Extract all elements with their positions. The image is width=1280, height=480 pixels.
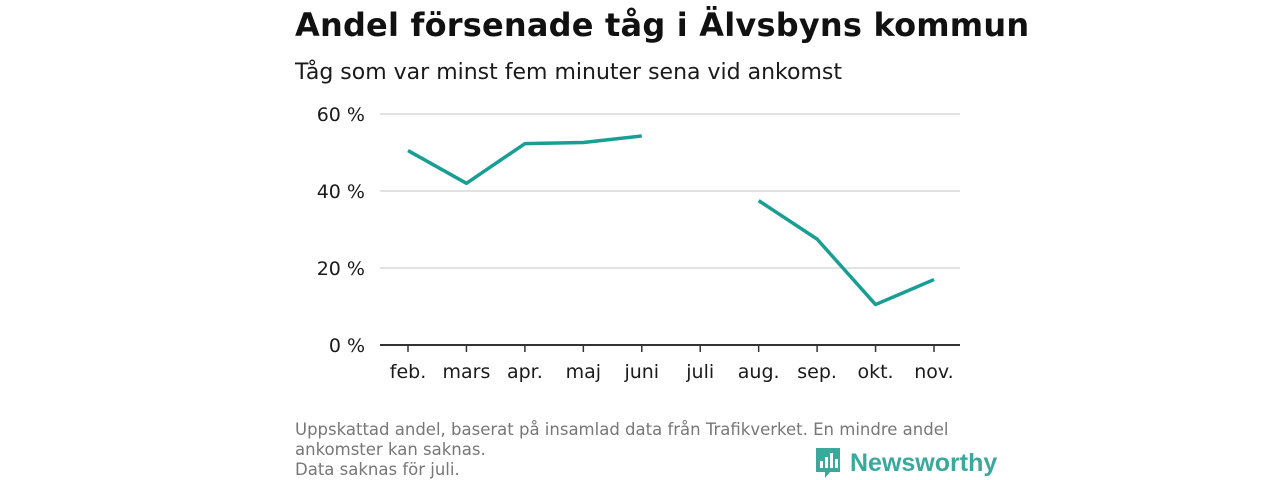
brand-logo: Newsworthy xyxy=(814,446,997,480)
brand-name: Newsworthy xyxy=(850,448,998,477)
gridlines xyxy=(380,113,960,269)
bar-chart-speech-bubble-icon xyxy=(816,448,840,478)
x-axis xyxy=(380,344,960,352)
x-tick-label: sep. xyxy=(797,361,837,383)
footnote-line: ankomster kan saknas. xyxy=(295,440,486,459)
footnote-line: Uppskattad andel, baserat på insamlad da… xyxy=(295,420,949,439)
y-axis-labels: 0 % 20 % 40 % 60 % xyxy=(317,104,365,357)
x-tick-label: mars xyxy=(443,361,491,383)
chart-subtitle: Tåg som var minst fem minuter sena vid a… xyxy=(295,60,842,85)
y-tick-label: 40 % xyxy=(317,181,365,203)
x-tick-label: aug. xyxy=(738,361,780,383)
line-chart: 0 % 20 % 40 % 60 % feb. mars apr. maj juni juli a… xyxy=(317,104,960,383)
chart-title: Andel försenade tåg i Älvsbyns kommun xyxy=(295,6,1030,44)
y-tick-label: 60 % xyxy=(317,104,365,126)
series-lines xyxy=(407,134,935,307)
series-line-segment xyxy=(757,199,935,307)
x-tick-label: okt. xyxy=(857,361,893,383)
x-tick-label: juni xyxy=(623,361,659,383)
x-tick-label: maj xyxy=(566,361,601,383)
x-axis-labels: feb. mars apr. maj juni juli aug. sep. okt. nov. xyxy=(390,361,954,383)
footnote: Uppskattad andel, baserat på insamlad da… xyxy=(295,420,995,480)
footnote-line: Data saknas för juli. xyxy=(295,460,460,479)
x-tick-label: juli xyxy=(685,361,714,383)
series-line-segment xyxy=(407,134,642,186)
x-tick-label: nov. xyxy=(914,361,953,383)
y-tick-label: 20 % xyxy=(317,258,365,280)
x-tick-label: feb. xyxy=(390,361,426,383)
y-tick-label: 0 % xyxy=(329,335,365,357)
x-tick-label: apr. xyxy=(507,361,543,383)
